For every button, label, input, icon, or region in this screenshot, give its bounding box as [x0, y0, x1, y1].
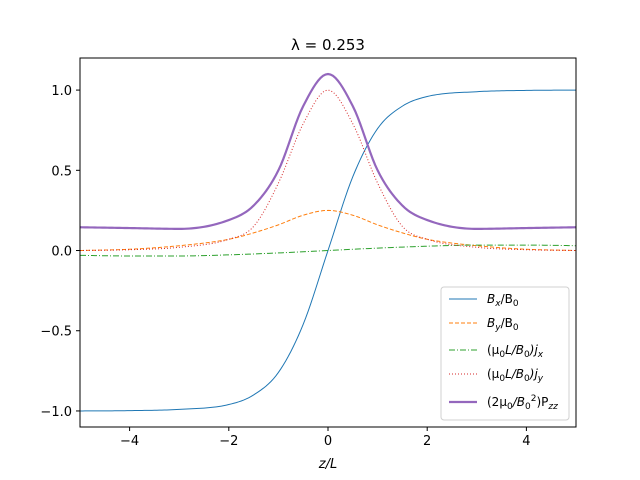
x-axis: −4 −2 0 2 4 [120, 427, 531, 449]
y-tick-label: 0.0 [51, 245, 72, 260]
legend: Bx/B0 By/B0 (μ0L/B0)jx (μ0L/B0)jy (2μ0/B… [440, 286, 570, 421]
legend-label-jy: (μ0L/B0)jy [487, 367, 544, 384]
legend-label-pzz: (2μ0/B02)Pzz [487, 394, 558, 412]
legend-label-jx: (μ0L/B0)jx [487, 343, 544, 360]
y-tick-label: 1.0 [51, 84, 72, 99]
y-tick-label: −1.0 [40, 405, 72, 420]
legend-label-by: By/B0 [487, 316, 519, 333]
series-line-5 [79, 72, 577, 230]
x-axis-label: z/L [318, 457, 337, 472]
x-tick-label: −4 [120, 434, 139, 449]
legend-label-bx: Bx/B0 [487, 292, 519, 309]
x-tick-label: 2 [423, 434, 431, 449]
series-line-3 [79, 244, 577, 257]
y-axis: −1.0 −0.5 0.0 0.5 1.0 [40, 84, 80, 420]
series-line-1 [79, 89, 577, 412]
y-tick-label: −0.5 [40, 325, 72, 340]
y-tick-label: 0.5 [51, 164, 72, 179]
legend-box [440, 286, 570, 421]
plot-area [79, 72, 577, 412]
chart-title: λ = 0.253 [291, 36, 365, 54]
series-line-4 [79, 89, 577, 252]
series-line-2 [79, 209, 577, 252]
x-tick-label: −2 [219, 434, 238, 449]
x-tick-label: 0 [324, 434, 332, 449]
x-tick-label: 4 [522, 434, 530, 449]
